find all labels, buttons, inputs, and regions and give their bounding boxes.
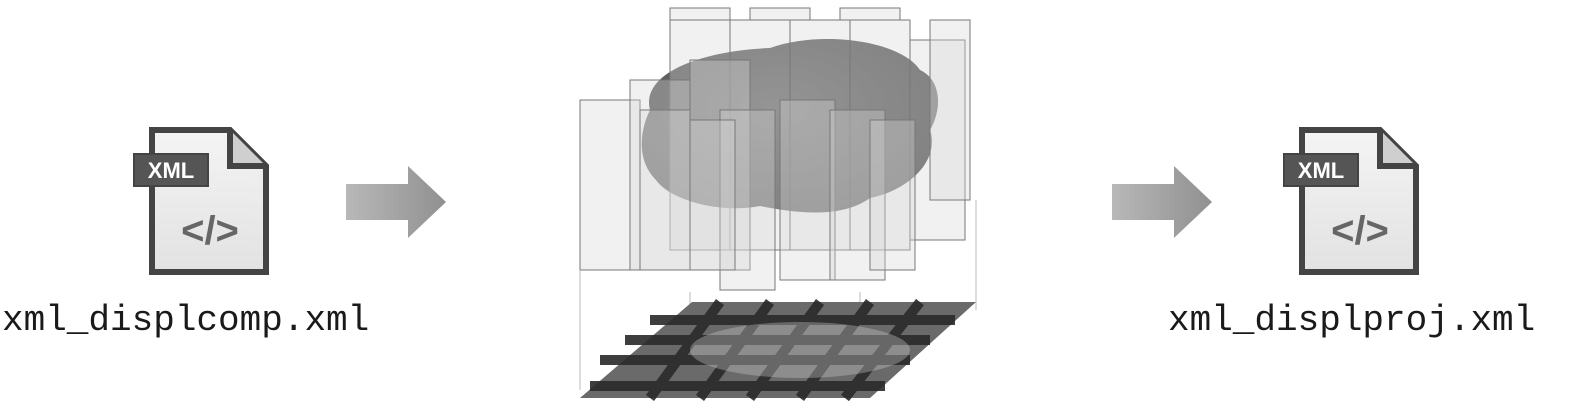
- code-glyph: </>: [181, 209, 239, 253]
- 3d-volume-projection: [579, 7, 977, 402]
- badge-text: XML: [148, 158, 194, 183]
- input-filename: xml_displcomp.xml: [2, 300, 370, 341]
- code-glyph: </>: [1331, 209, 1389, 253]
- output-file: XML </> xml_displproj.xml: [1160, 0, 1580, 409]
- output-filename: xml_displproj.xml: [1168, 300, 1536, 341]
- right-arrow-icon: [346, 166, 446, 238]
- projection-plane: [580, 298, 976, 402]
- input-file: XML </> xml_displcomp.xml: [0, 0, 420, 409]
- xml-file-icon: XML </>: [1283, 127, 1419, 275]
- xml-file-icon: XML </>: [133, 127, 269, 275]
- badge-text: XML: [1298, 158, 1344, 183]
- right-arrow-icon: [1112, 166, 1212, 238]
